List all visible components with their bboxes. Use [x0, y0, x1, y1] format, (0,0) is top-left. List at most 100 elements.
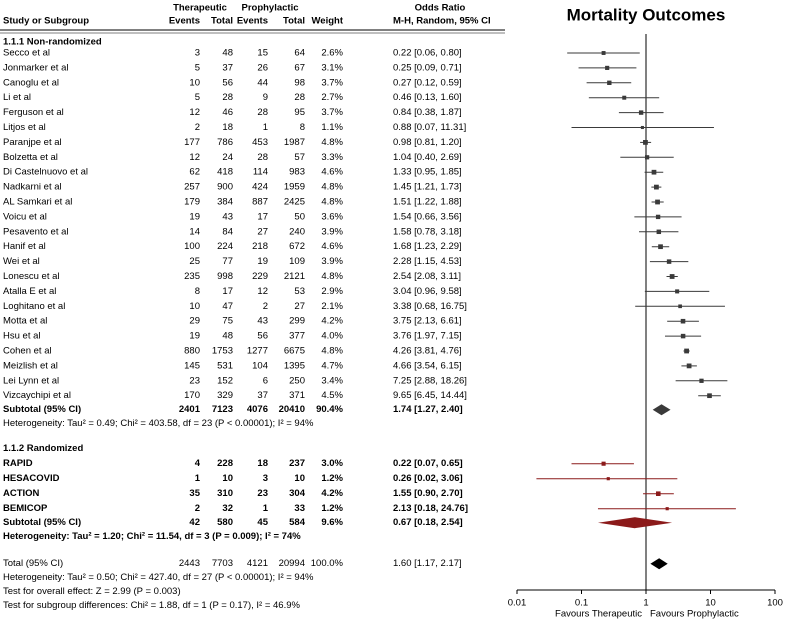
row-label: Wei et al — [3, 256, 40, 267]
row-value: 2 — [195, 122, 200, 133]
row-value: 25 — [189, 256, 200, 267]
x-label-right: Favours Prophylactic — [650, 609, 739, 620]
row-value: 28 — [222, 92, 233, 103]
row-value: 9.65 [6.45, 14.44] — [393, 390, 467, 401]
row-value: 304 — [289, 488, 306, 499]
row-value: 1.54 [0.66, 3.56] — [393, 211, 462, 222]
row-value: 170 — [184, 390, 200, 401]
row-value: 2425 — [284, 197, 305, 208]
row-value: 32 — [222, 503, 233, 514]
row-label: Secco et al — [3, 48, 50, 59]
row-value: 0.88 [0.07, 11.31] — [393, 122, 466, 133]
row-value: 57 — [294, 152, 305, 163]
row-value: 2.9% — [321, 286, 343, 297]
row-label: Nadkarni et al — [3, 182, 62, 193]
row-value: 329 — [217, 390, 233, 401]
row-value: 0.98 [0.81, 1.20] — [393, 137, 462, 148]
row-value: 3.7% — [321, 77, 343, 88]
row-label: Atalla E et al — [3, 286, 56, 297]
row-label: Subtotal (95% CI) — [3, 517, 81, 528]
row-label: Motta et al — [3, 316, 47, 327]
row-value: 8 — [300, 122, 305, 133]
study-marker — [640, 125, 644, 130]
group-header: Therapeutic — [173, 3, 227, 14]
footnote: Heterogeneity: Tau² = 0.50; Chi² = 427.4… — [3, 572, 314, 583]
row-value: 900 — [217, 182, 233, 193]
row-value: 15 — [257, 48, 268, 59]
row-value: 1.74 [1.27, 2.40] — [393, 404, 463, 415]
study-marker — [655, 491, 661, 496]
row-label: RAPID — [3, 458, 33, 469]
row-value: 880 — [184, 346, 200, 357]
row-value: 4.8% — [321, 182, 343, 193]
row-value: 1.60 [1.17, 2.17] — [393, 558, 462, 569]
row-value: 1.1% — [321, 122, 343, 133]
row-value: 29 — [189, 316, 200, 327]
row-value: 2 — [195, 503, 200, 514]
row-value: 77 — [222, 256, 233, 267]
row-value: 14 — [189, 226, 200, 237]
row-value: 19 — [189, 331, 200, 342]
study-marker — [658, 244, 663, 250]
row-label: Voicu et al — [3, 211, 47, 222]
row-value: 4.8% — [321, 137, 343, 148]
row-value: 19 — [189, 211, 200, 222]
row-value: 48 — [222, 331, 233, 342]
row-value: 4.2% — [321, 316, 343, 327]
study-marker — [655, 214, 661, 220]
row-value: 56 — [222, 77, 233, 88]
row-value: 4.2% — [321, 488, 343, 499]
row-value: 177 — [184, 137, 200, 148]
study-marker — [707, 393, 712, 399]
row-value: 43 — [222, 211, 233, 222]
row-value: 3.76 [1.97, 7.15] — [393, 331, 462, 342]
row-value: 17 — [257, 211, 268, 222]
row-value: 95 — [294, 107, 305, 118]
group-header: Prophylactic — [241, 3, 298, 14]
row-value: 4121 — [247, 558, 268, 569]
row-value: 1.51 [1.22, 1.88] — [393, 197, 462, 208]
row-value: 4.6% — [321, 167, 343, 178]
study-marker — [680, 318, 686, 324]
row-label: AL Samkari et al — [3, 197, 72, 208]
group-header: Odds Ratio — [415, 3, 466, 14]
row-value: 0.27 [0.12, 0.59] — [393, 77, 462, 88]
row-value: 90.4% — [316, 404, 343, 415]
row-value: 2121 — [284, 271, 305, 282]
study-marker — [699, 378, 704, 383]
study-marker — [666, 259, 672, 264]
study-marker — [665, 507, 669, 511]
row-value: 75 — [222, 316, 233, 327]
study-marker — [607, 80, 612, 85]
column-header: Study or Subgroup — [3, 16, 89, 27]
row-value: 37 — [257, 390, 268, 401]
row-value: 257 — [184, 182, 200, 193]
row-value: 28 — [257, 152, 268, 163]
row-value: 20410 — [279, 404, 305, 415]
row-value: 6675 — [284, 346, 305, 357]
row-value: 887 — [252, 197, 268, 208]
row-label: Lonescu et al — [3, 271, 60, 282]
x-tick-label: 1 — [643, 598, 648, 609]
row-label: Paranjpe et al — [3, 137, 62, 148]
row-value: 17 — [222, 286, 233, 297]
study-marker — [684, 348, 689, 354]
study-marker — [643, 140, 648, 145]
row-value: 7703 — [212, 558, 233, 569]
row-value: 12 — [189, 152, 200, 163]
row-value: 1.45 [1.21, 1.73] — [393, 182, 462, 193]
row-label: Li et al — [3, 92, 31, 103]
row-value: 12 — [189, 107, 200, 118]
row-value: 9 — [263, 92, 268, 103]
x-label-left: Favours Therapeutic — [555, 609, 642, 620]
row-value: 531 — [217, 360, 233, 371]
row-label: Vizcaychipi et al — [3, 390, 71, 401]
study-marker — [601, 51, 606, 55]
row-value: 10 — [222, 473, 233, 484]
row-value: 33 — [294, 503, 305, 514]
row-value: 12 — [257, 286, 268, 297]
x-tick-label: 10 — [705, 598, 716, 609]
row-value: 580 — [217, 517, 233, 528]
